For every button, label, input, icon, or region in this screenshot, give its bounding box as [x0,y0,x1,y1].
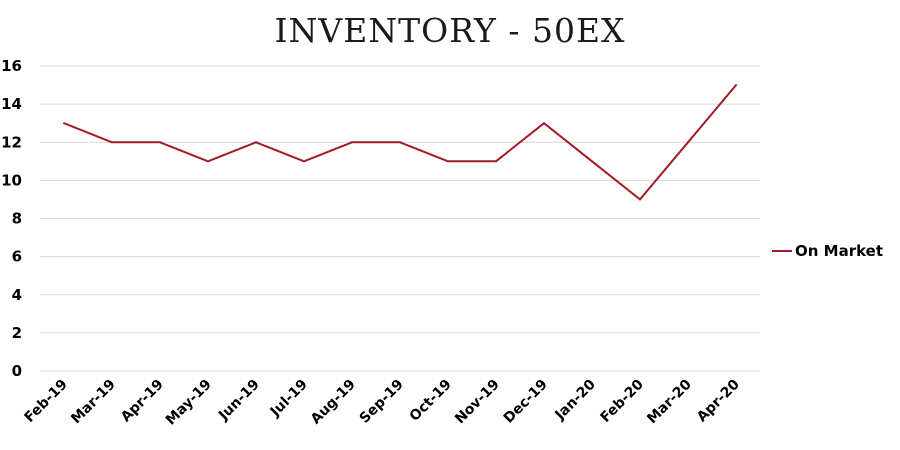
data-point [543,122,545,125]
x-tick-label: Dec-19 [501,377,551,427]
x-tick-label: Oct-19 [407,377,455,425]
y-tick-label: 14 [1,95,22,113]
y-tick-label: 12 [1,133,22,151]
data-point [111,141,113,144]
legend: On Market [772,242,883,260]
y-tick-label: 6 [12,248,22,266]
x-tick-label: Feb-19 [21,377,70,426]
x-tick-label: Aug-19 [308,377,359,428]
legend-label: On Market [795,242,883,260]
x-tick-label: May-19 [163,377,215,429]
y-tick-label: 0 [12,362,22,380]
data-point [63,122,65,125]
y-tick-label: 8 [12,210,22,228]
y-axis-tick-labels: 0 2 4 6 8 10 12 14 16 [1,57,22,380]
data-point [735,84,737,87]
y-tick-label: 10 [1,171,22,189]
data-point [591,160,593,163]
data-point [255,141,257,144]
x-tick-label: Mar-19 [68,377,119,428]
x-tick-label: Feb-20 [597,376,647,426]
data-point [303,160,305,163]
x-tick-label: Apr-20 [694,376,743,425]
x-tick-label: Jul-19 [267,377,311,421]
x-tick-label: Sep-19 [357,377,407,427]
x-tick-label: Nov-19 [452,377,503,428]
data-point [495,160,497,163]
data-point [639,198,641,201]
series-lines [63,84,737,201]
y-tick-label: 4 [12,286,22,304]
x-tick-label: Jan-20 [552,376,599,423]
gridlines [40,65,760,372]
x-tick-label: Mar-20 [644,376,695,427]
data-point [399,141,401,144]
data-point [351,141,353,144]
x-tick-label: Jun-19 [215,377,263,425]
y-tick-label: 2 [12,324,22,342]
x-tick-label: Apr-19 [118,377,167,426]
data-point [207,160,209,163]
data-point [687,141,689,144]
y-tick-label: 16 [1,57,22,75]
data-point [159,141,161,144]
chart-title: INVENTORY - 50EX [274,11,625,50]
data-point [447,160,449,163]
